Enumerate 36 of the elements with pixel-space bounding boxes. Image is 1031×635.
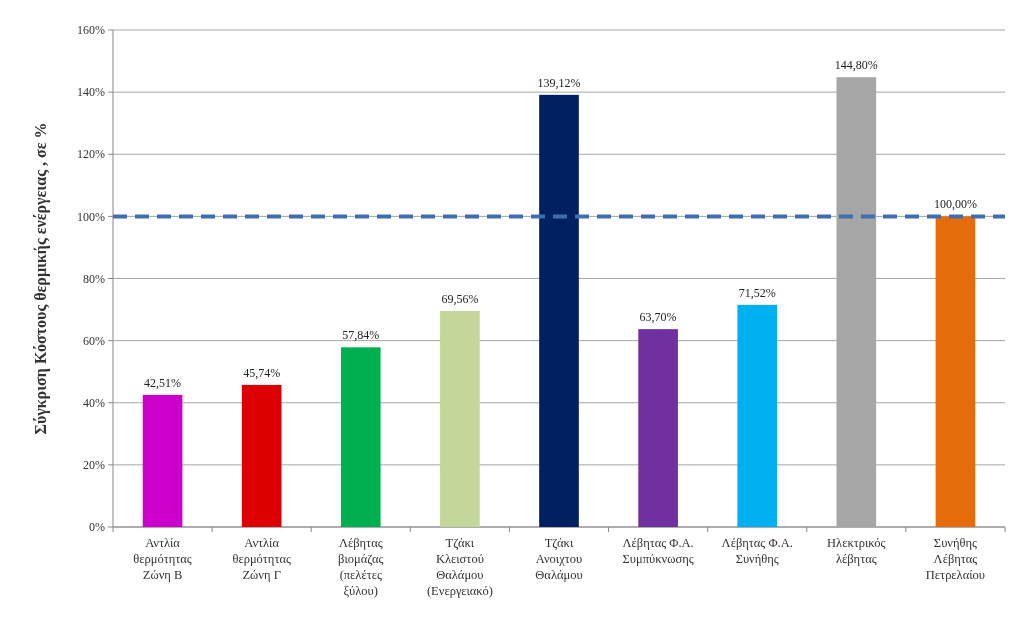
data-label: 57,84% [342, 328, 380, 343]
bar [539, 94, 579, 527]
data-label: 71,52% [738, 285, 776, 300]
y-axis-title: Σύγκριση Κόστους θερμικής ενέργειας , σε % [32, 122, 50, 435]
x-tick-label: Λέβητας βιομάζας (πελέτες ξύλου) [338, 536, 384, 598]
bar [737, 304, 778, 527]
x-tick-label: Λέβητας Φ.Α. Συνήθης [721, 536, 793, 566]
x-tick-label: Ηλεκτρικός λέβητας [827, 536, 886, 566]
data-label: 45,74% [243, 365, 281, 380]
data-label: 69,56% [441, 291, 479, 306]
y-tick-label: 40% [83, 395, 105, 410]
y-tick-label: 120% [77, 147, 105, 162]
x-tick-label: Λέβητας Φ.Α. Συμπύκνωσης [622, 536, 694, 566]
data-label: 100,00% [933, 197, 977, 212]
bar [638, 329, 678, 527]
bar [241, 384, 282, 527]
x-tick-label: Συνήθης Λέβητας Πετρελαίου [925, 536, 986, 582]
bar [440, 310, 480, 527]
data-label: 144,80% [834, 58, 878, 73]
y-tick-label: 20% [83, 458, 105, 473]
y-tick-label: 160% [77, 23, 105, 38]
bar [340, 347, 381, 527]
bar [935, 216, 976, 527]
x-tick-label: Αντλία θερμότητας Ζώνη Β [133, 536, 192, 582]
y-tick-label: 0% [89, 520, 105, 535]
x-tick-label: Τζάκι Ανοιχτου Θαλάμου [535, 536, 583, 582]
bar [142, 394, 183, 527]
x-tick-label: Τζάκι Κλειστού Θαλάμου (Ενεργειακό) [426, 536, 493, 598]
y-tick-label: 140% [77, 85, 105, 100]
data-label: 139,12% [537, 75, 581, 90]
y-tick-label: 80% [83, 271, 105, 286]
y-tick-label: 60% [83, 333, 105, 348]
data-label: 63,70% [639, 310, 677, 325]
x-tick-label: Αντλία θερμότητας Ζώνη Γ [232, 536, 291, 582]
y-tick-label: 100% [77, 209, 105, 224]
data-label: 42,51% [144, 375, 182, 390]
